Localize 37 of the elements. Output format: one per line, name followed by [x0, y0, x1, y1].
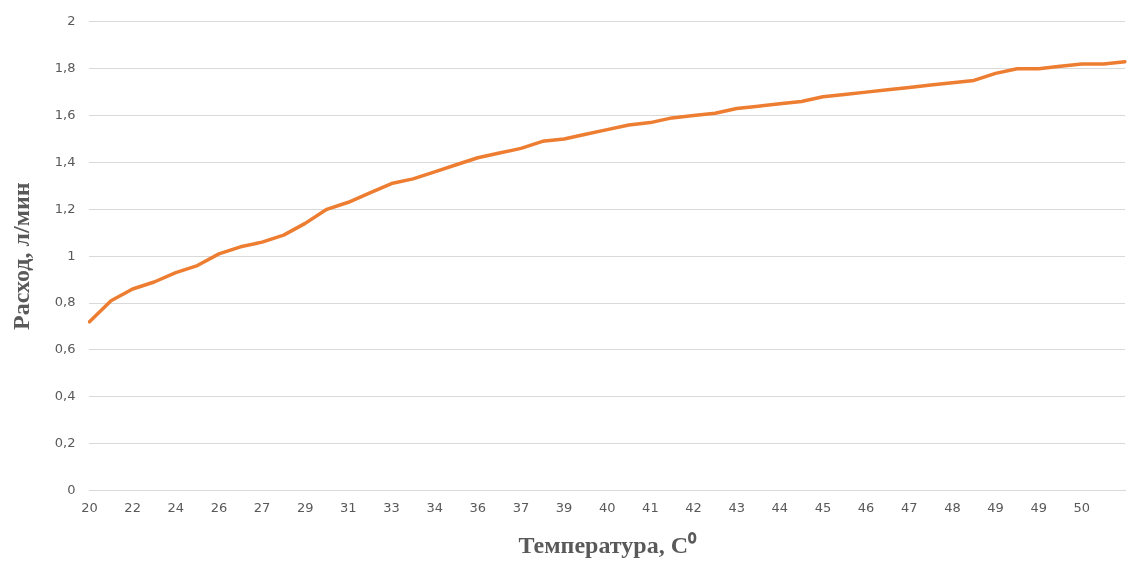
y-axis-title: Расход, л/мин	[7, 182, 34, 331]
y-tick-label: 1,6	[54, 106, 76, 122]
x-tick-label: 40	[598, 499, 616, 515]
x-tick-label: 36	[469, 499, 487, 515]
x-tick-label: 26	[210, 499, 228, 515]
x-axis-title: Температура, C⁰	[518, 531, 697, 558]
x-tick-label: 24	[167, 499, 185, 515]
y-tick-label: 1,2	[54, 200, 76, 216]
y-tick-label: 1,4	[54, 153, 76, 169]
x-tick-label: 29	[296, 499, 314, 515]
y-tick-label: 0,6	[54, 341, 76, 357]
y-tick-label: 2	[67, 13, 76, 29]
x-tick-label: 20	[81, 499, 98, 515]
y-tick-label: 0,2	[54, 435, 76, 451]
y-tick-label: 0	[67, 481, 76, 497]
x-tick-label: 42	[685, 499, 702, 515]
x-tick-label: 48	[944, 499, 961, 515]
x-tick-label: 49	[987, 499, 1004, 515]
x-tick-label: 37	[512, 499, 530, 515]
x-tick-label: 46	[857, 499, 875, 515]
x-tick-label: 50	[1073, 499, 1091, 515]
y-tick-label: 1	[67, 247, 76, 263]
x-tick-label: 44	[771, 499, 789, 515]
x-tick-label: 33	[383, 499, 400, 515]
x-tick-label: 27	[253, 499, 271, 515]
x-tick-label: 49	[1030, 499, 1047, 515]
y-tick-label: 1,8	[54, 60, 76, 76]
x-tick-label: 41	[642, 499, 659, 515]
y-tick-label: 0,4	[54, 388, 76, 404]
x-tick-label: 34	[426, 499, 443, 515]
x-tick-label: 39	[555, 499, 573, 515]
x-tick-label: 45	[814, 499, 832, 515]
y-tick-label: 0,8	[54, 294, 76, 310]
x-tick-label: 22	[124, 499, 141, 515]
x-tick-label: 47	[900, 499, 918, 515]
x-tick-label: 43	[728, 499, 745, 515]
x-tick-label: 31	[340, 499, 357, 515]
